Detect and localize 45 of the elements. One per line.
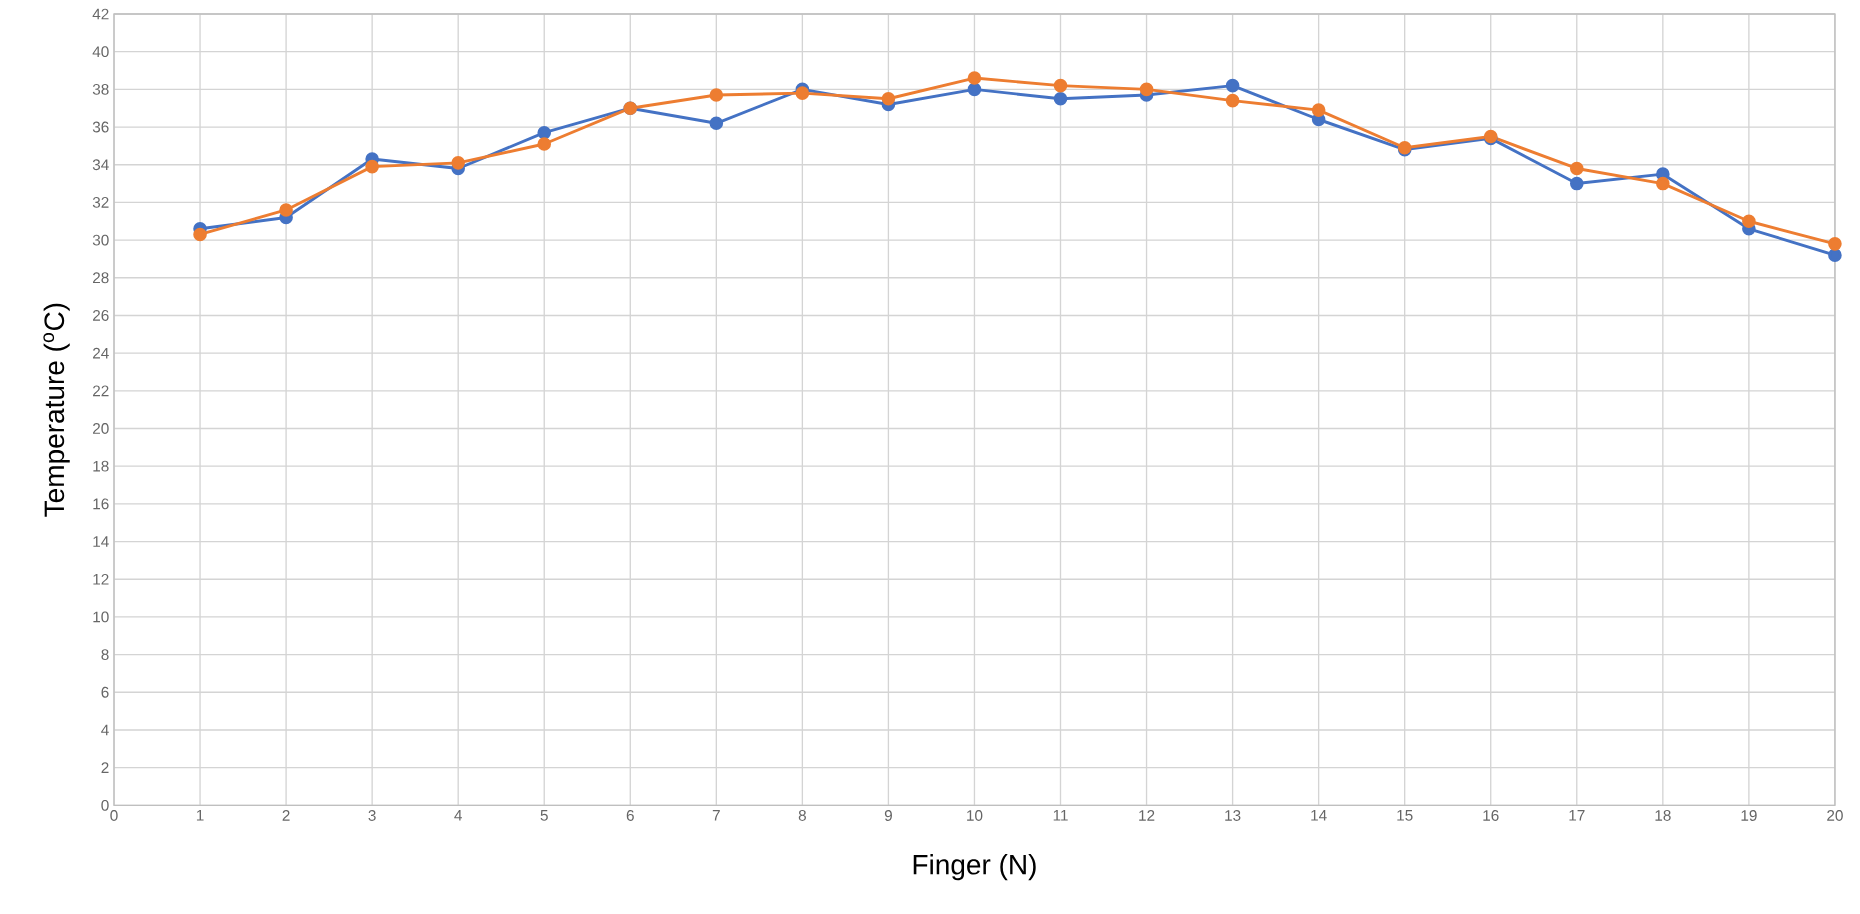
x-tick-label: 16 [1483, 810, 1499, 821]
y-tick-label: 26 [93, 310, 109, 321]
x-tick-label: 8 [798, 810, 806, 821]
y-tick-label: 12 [93, 573, 109, 585]
y-tick-label: 22 [93, 385, 109, 397]
y-tick-label: 34 [92, 159, 109, 171]
y-tick-label: 0 [101, 799, 109, 811]
x-tick-label: 19 [1741, 810, 1757, 821]
x-tick-label: 4 [454, 810, 462, 821]
x-tick-label: 7 [712, 810, 720, 821]
x-tick-label: 15 [1397, 810, 1413, 821]
x-tick-label: 1 [196, 810, 204, 821]
x-tick-label: 3 [368, 810, 376, 821]
y-axis-title: Temperature ($^{o}$C) [43, 303, 70, 517]
x-tick-label: 17 [1569, 810, 1585, 821]
y-tick-label: 38 [92, 83, 109, 95]
y-tick-label: 16 [93, 498, 109, 510]
y-tick-label: 30 [92, 234, 109, 246]
y-tick-label: 20 [93, 423, 109, 434]
x-tick-label: 13 [1225, 810, 1241, 821]
x-tick-label: 9 [884, 810, 892, 821]
y-tick-label: 42 [92, 8, 109, 20]
y-tick-label: 2 [101, 762, 109, 773]
x-tick-label: 12 [1139, 810, 1155, 821]
y-tick-label: 18 [93, 460, 109, 472]
x-tick-label: 5 [540, 810, 548, 821]
y-tick-label: 36 [92, 121, 109, 133]
y-tick-label: 14 [93, 536, 109, 547]
x-tick-label: 11 [1053, 810, 1068, 821]
x-tick-label: 0 [110, 810, 118, 821]
y-tick-label: 4 [101, 724, 109, 736]
x-tick-label: 14 [1311, 810, 1327, 821]
x-tick-label: 10 [967, 810, 983, 821]
x-tick-label: 6 [626, 810, 634, 821]
y-tick-label: 6 [101, 686, 109, 698]
x-tick-label: 18 [1655, 810, 1671, 821]
y-tick-label: 40 [92, 46, 109, 58]
y-tick-label: 28 [93, 272, 109, 284]
x-tick-label: 20 [1827, 810, 1843, 821]
y-tick-label: 24 [93, 347, 109, 359]
x-axis-title: Finger (N) [913, 854, 1036, 881]
y-tick-label: 32 [92, 196, 109, 208]
y-tick-label: 8 [101, 649, 109, 661]
x-tick-label: 2 [282, 810, 290, 821]
y-tick-label: 10 [93, 611, 109, 623]
